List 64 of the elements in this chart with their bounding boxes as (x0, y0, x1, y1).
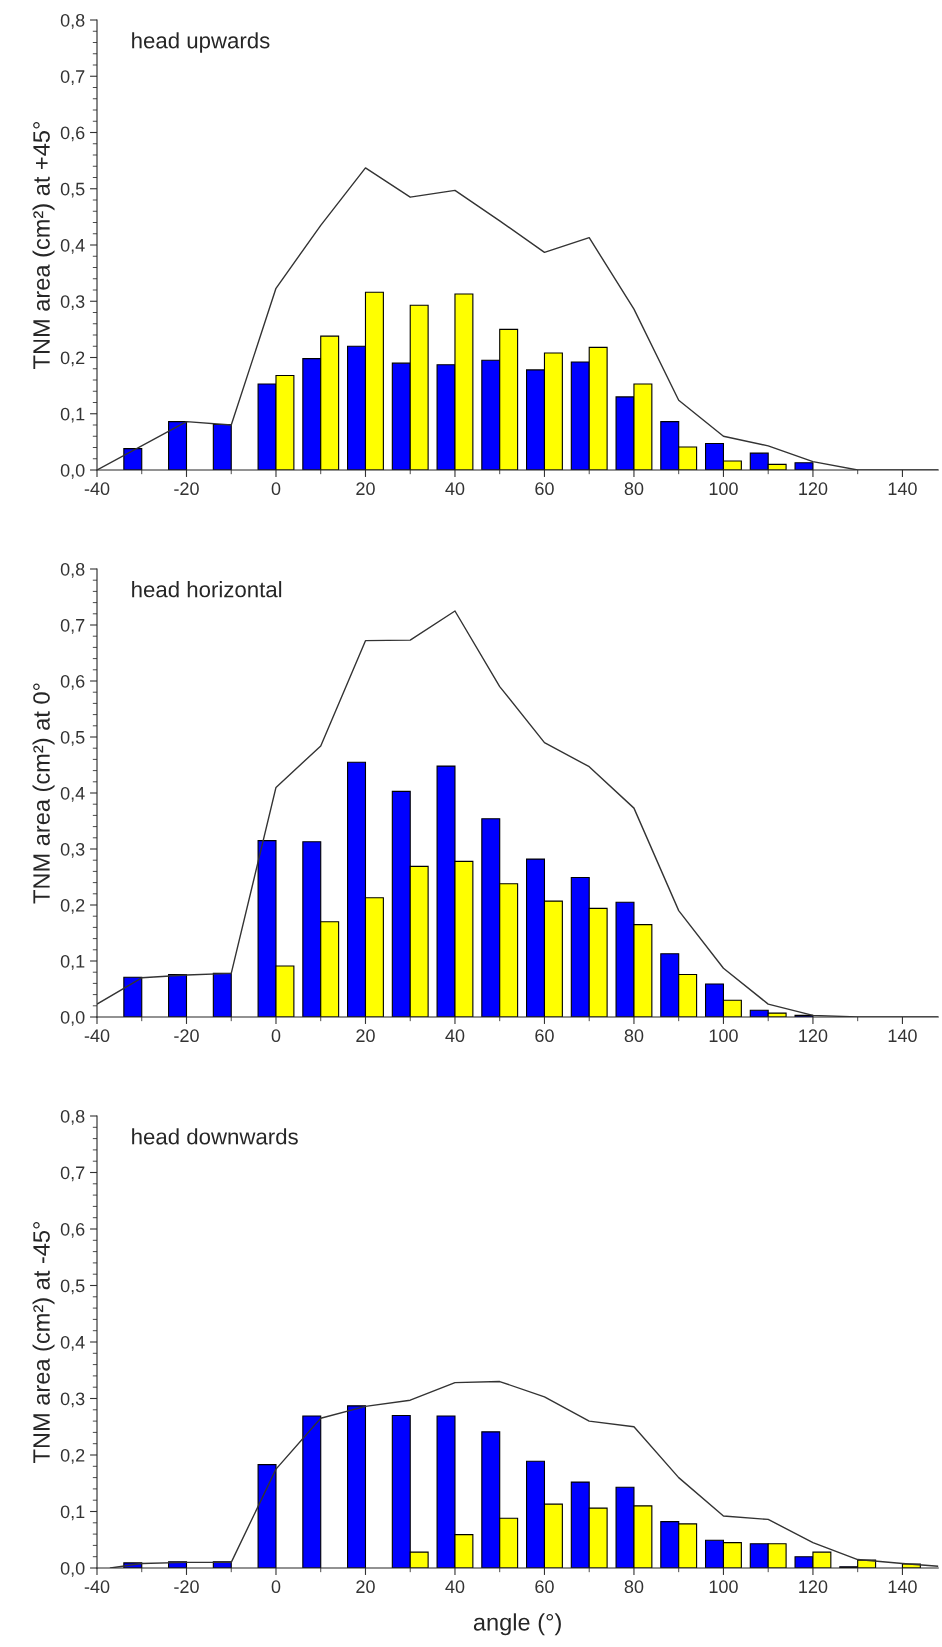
x-tick-label: -40 (84, 482, 110, 496)
x-tick-label: 40 (445, 1580, 465, 1594)
x-tick-label: 140 (888, 1029, 917, 1043)
x-tick-label: -40 (84, 1580, 110, 1594)
y-tick-label: 0,3 (60, 295, 85, 311)
y-axis-title: TNM area (cm²) at 0° (32, 683, 55, 904)
annotation: head horizontal (132, 581, 282, 598)
x-tick-label: -20 (174, 1580, 199, 1594)
y-tick-label: 0,3 (60, 842, 85, 858)
y-axis-title: TNM area (cm²) at +45° (32, 121, 55, 369)
x-tick-label: 120 (799, 482, 828, 496)
y-tick-label: 0,4 (60, 1335, 85, 1351)
x-tick-label: 80 (624, 1029, 644, 1043)
x-tick-label: 0 (271, 1029, 281, 1043)
y-tick-label: 0,1 (60, 954, 85, 970)
y-tick-label: 0,5 (60, 1279, 85, 1295)
y-tick-label: 0,7 (60, 1166, 85, 1182)
y-tick-label: 0,7 (60, 618, 85, 634)
y-tick-label: 0,8 (60, 1109, 85, 1125)
x-tick-label: 20 (356, 1580, 375, 1594)
x-tick-label: 40 (445, 1029, 465, 1043)
x-tick-label: 40 (445, 482, 465, 496)
x-tick-label: 100 (709, 1580, 738, 1594)
x-tick-label: 100 (709, 482, 738, 496)
x-tick-label: -20 (174, 482, 199, 496)
x-tick-label: -40 (84, 1029, 110, 1043)
x-tick-label: 60 (535, 1029, 554, 1043)
annotation: head downwards (132, 1128, 298, 1145)
y-tick-label: 0,1 (60, 407, 85, 423)
y-tick-label: 0,6 (60, 126, 85, 142)
x-tick-label: 140 (888, 482, 917, 496)
y-axis-title: TNM area (cm²) at -45° (32, 1221, 55, 1463)
y-tick-label: 0,4 (60, 238, 85, 254)
y-tick-label: 0,2 (60, 898, 85, 914)
y-tick-label: 0,5 (60, 182, 85, 198)
y-tick-label: 0,8 (60, 13, 85, 29)
y-tick-label: 0,0 (60, 463, 85, 479)
y-tick-label: 0,0 (60, 1561, 85, 1577)
x-tick-label: 140 (888, 1580, 917, 1594)
y-tick-label: 0,4 (60, 786, 85, 802)
y-tick-label: 0,2 (60, 351, 85, 367)
x-tick-label: 60 (535, 482, 554, 496)
x-tick-label: 80 (624, 482, 644, 496)
x-tick-label: 100 (709, 1029, 738, 1043)
x-tick-label: 80 (624, 1580, 644, 1594)
x-tick-label: 120 (799, 1580, 828, 1594)
y-tick-label: 0,6 (60, 674, 85, 690)
y-tick-label: 0,2 (60, 1448, 85, 1464)
y-tick-label: 0,3 (60, 1392, 85, 1408)
x-tick-label: -20 (174, 1029, 199, 1043)
annotation: head upwards (132, 32, 270, 53)
y-tick-label: 0,6 (60, 1222, 85, 1238)
x-tick-label: 0 (271, 1580, 281, 1594)
x-tick-label: 120 (799, 1029, 828, 1043)
x-tick-label: 60 (535, 1580, 554, 1594)
y-tick-label: 0,8 (60, 562, 85, 578)
x-tick-label: 0 (271, 482, 281, 496)
x-tick-label: 20 (356, 1029, 375, 1043)
y-tick-label: 0,7 (60, 70, 85, 86)
y-tick-label: 0,5 (60, 730, 85, 746)
y-tick-label: 0,1 (60, 1505, 85, 1521)
x-tick-label: 20 (356, 482, 375, 496)
y-tick-label: 0,0 (60, 1010, 85, 1026)
x-axis-title: angle (°) (473, 1613, 561, 1636)
